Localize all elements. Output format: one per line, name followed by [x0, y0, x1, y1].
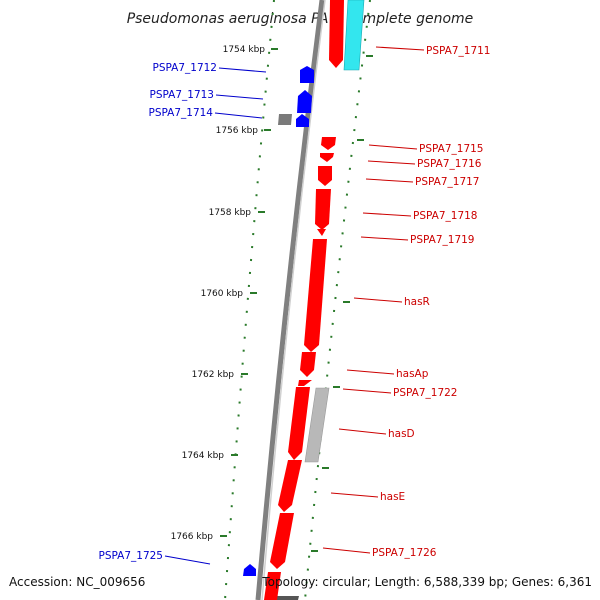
gene-label-pspa7-1722[interactable]: PSPA7_1722 — [393, 387, 458, 399]
accession-text: Accession: NC_009656 — [9, 575, 145, 589]
genome-summary-text: Topology: circular; Length: 6,588,339 bp… — [261, 575, 592, 589]
gene-pspa7-1711[interactable] — [329, 0, 344, 68]
dark-grey-feature — [278, 114, 292, 125]
backbone-highlight — [261, 0, 326, 600]
gene-pspa7-1716[interactable] — [320, 153, 334, 162]
gene-label-pspa7-1711[interactable]: PSPA7_1711 — [426, 45, 491, 57]
gene-label-pspa7-1716[interactable]: PSPA7_1716 — [417, 158, 482, 170]
tick-label: 1754 kbp — [223, 45, 266, 55]
gene-pspa7-1713[interactable] — [297, 90, 312, 113]
tick-label: 1758 kbp — [209, 208, 252, 218]
map-title: Pseudomonas aeruginosa PA7, complete gen… — [127, 11, 474, 27]
reverse-leader-lines — [164, 67, 267, 565]
gene-pspa7-1718[interactable] — [315, 189, 331, 230]
reverse-genes — [243, 66, 314, 576]
gene-hasap[interactable] — [300, 352, 316, 377]
forward-genes — [264, 0, 344, 600]
tick-label: 1760 kbp — [201, 289, 244, 299]
tick-label: 1756 kbp — [216, 126, 259, 136]
gene-pspa7-1717[interactable] — [318, 166, 332, 186]
gene-label-pspa7-1725[interactable]: PSPA7_1725 — [99, 550, 164, 562]
gene-pspa7-1719[interactable] — [317, 229, 326, 236]
gene-label-pspa7-1717[interactable]: PSPA7_1717 — [415, 176, 480, 188]
gene-pspa7-1725[interactable] — [243, 564, 256, 576]
gene-label-pspa7-1713[interactable]: PSPA7_1713 — [150, 89, 215, 101]
gene-label-hasap[interactable]: hasAp — [396, 368, 429, 380]
gene-pspa7-1726[interactable] — [270, 513, 294, 569]
grey-feature — [304, 387, 330, 463]
gene-label-pspa7-1715[interactable]: PSPA7_1715 — [419, 143, 484, 155]
major-ticks — [220, 48, 373, 552]
gene-hasr[interactable] — [304, 239, 327, 352]
gene-label-pspa7-1719[interactable]: PSPA7_1719 — [410, 234, 475, 246]
gene-hasd[interactable] — [288, 387, 310, 460]
tick-label: 1762 kbp — [192, 370, 235, 380]
gene-hase[interactable] — [278, 460, 302, 512]
cyan-feature — [343, 0, 365, 71]
forward-leader-lines — [322, 46, 425, 554]
gene-label-pspa7-1726[interactable]: PSPA7_1726 — [372, 547, 437, 559]
tick-label: 1764 kbp — [182, 451, 225, 461]
gene-label-hasd[interactable]: hasD — [388, 428, 415, 440]
gene-pspa7-1712[interactable] — [300, 66, 314, 83]
gene-bottom-red[interactable] — [264, 572, 281, 600]
backbone — [255, 0, 325, 600]
gene-label-hasr[interactable]: hasR — [404, 296, 430, 308]
gene-pspa7-1722[interactable] — [298, 380, 312, 386]
gene-pspa7-1714[interactable] — [296, 114, 309, 127]
gene-pspa7-1715[interactable] — [321, 137, 336, 150]
gene-label-pspa7-1714[interactable]: PSPA7_1714 — [149, 107, 214, 119]
tick-label: 1766 kbp — [171, 532, 214, 542]
gene-label-pspa7-1712[interactable]: PSPA7_1712 — [153, 62, 218, 74]
gene-label-pspa7-1718[interactable]: PSPA7_1718 — [413, 210, 478, 222]
gene-label-hase[interactable]: hasE — [380, 491, 405, 503]
